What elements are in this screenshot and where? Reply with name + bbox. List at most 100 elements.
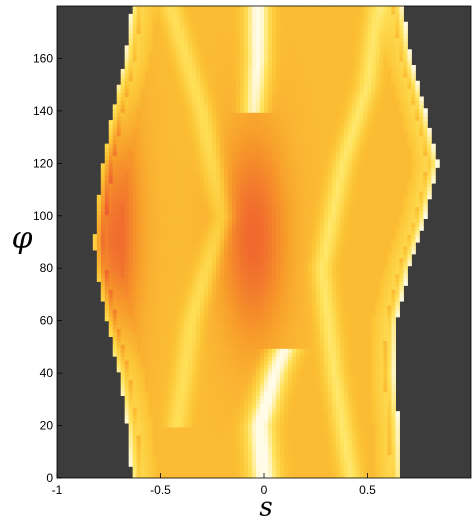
heatmap-cell <box>208 249 213 255</box>
heatmap-cell <box>196 336 201 341</box>
heatmap-cell <box>144 304 150 310</box>
heatmap-cell <box>200 269 205 275</box>
heatmap-cell <box>291 363 297 369</box>
heatmap-cell <box>232 238 237 243</box>
heatmap-cell <box>140 238 146 243</box>
heatmap-cell <box>279 245 285 251</box>
heatmap-cell <box>104 265 110 271</box>
heatmap-cell <box>279 238 285 243</box>
heatmap-cell <box>192 304 197 310</box>
heatmap-cell <box>148 214 154 219</box>
heatmap-cell <box>240 442 245 448</box>
heatmap-cell <box>152 426 158 432</box>
heatmap-cell <box>363 348 369 353</box>
heatmap-cell <box>387 348 392 353</box>
heatmap-cell <box>228 399 233 404</box>
heatmap-cell <box>160 253 166 259</box>
heatmap-cell <box>256 332 261 337</box>
heatmap-cell <box>200 301 205 306</box>
heatmap-cell <box>216 214 221 219</box>
heatmap-cell <box>387 312 392 318</box>
heatmap-cell <box>283 320 289 326</box>
heatmap-cell <box>100 269 106 275</box>
heatmap-cell <box>363 308 369 314</box>
heatmap-cell <box>128 438 134 444</box>
heatmap-cell <box>184 234 189 239</box>
heatmap-cell <box>347 426 353 432</box>
heatmap-cell <box>287 336 293 341</box>
heatmap-cell <box>303 415 309 420</box>
heatmap-cell <box>279 320 285 326</box>
heatmap-cell <box>224 277 229 282</box>
heatmap-cell <box>116 242 122 247</box>
heatmap-cell <box>327 281 333 286</box>
heatmap-cell <box>120 324 126 330</box>
heatmap-cell <box>160 297 166 302</box>
heatmap-cell <box>136 422 142 428</box>
heatmap-cell <box>236 265 241 271</box>
heatmap-cell <box>116 312 122 318</box>
heatmap-cell <box>136 340 142 345</box>
heatmap-cell <box>256 230 261 235</box>
heatmap-cell <box>327 261 333 267</box>
heatmap-cell <box>220 328 225 334</box>
heatmap-cell <box>240 363 245 369</box>
heatmap-cell <box>204 399 209 404</box>
heatmap-cell <box>275 222 281 227</box>
heatmap-cell <box>295 242 301 247</box>
heatmap-cell <box>144 265 150 271</box>
heatmap-cell <box>136 253 142 259</box>
heatmap-cell <box>379 446 385 452</box>
heatmap-cell <box>311 285 317 290</box>
heatmap-cell <box>128 395 134 400</box>
heatmap-cell <box>387 234 392 239</box>
heatmap-cell <box>220 466 225 471</box>
heatmap-cell <box>128 367 134 373</box>
heatmap-cell <box>291 312 297 318</box>
heatmap-cell <box>152 277 158 282</box>
heatmap-cell <box>232 446 237 452</box>
heatmap-cell <box>415 210 420 216</box>
heatmap-cell <box>176 363 181 369</box>
heatmap-cell <box>335 304 341 310</box>
heatmap-cell <box>200 363 205 369</box>
heatmap-cell <box>132 234 138 239</box>
heatmap-cell <box>256 430 261 436</box>
heatmap-cell <box>188 356 193 361</box>
heatmap-cell <box>172 289 178 294</box>
heatmap-cell <box>160 430 166 436</box>
heatmap-cell <box>363 218 369 223</box>
heatmap-cell <box>343 466 349 471</box>
heatmap-cell <box>331 316 337 322</box>
heatmap-cell <box>335 419 341 424</box>
heatmap-cell <box>100 261 106 267</box>
heatmap-cell <box>303 438 309 444</box>
heatmap-cell <box>168 403 174 408</box>
heatmap-cell <box>172 371 178 377</box>
heatmap-cell <box>192 379 197 385</box>
heatmap-cell <box>208 415 213 420</box>
heatmap-cell <box>319 438 325 444</box>
heatmap-cell <box>200 379 205 385</box>
heatmap-cell <box>228 281 233 286</box>
heatmap-cell <box>323 383 329 389</box>
heatmap-cell <box>220 316 225 322</box>
heatmap-cell <box>248 230 253 235</box>
heatmap-cell <box>160 340 166 345</box>
heatmap-cell <box>283 399 289 404</box>
heatmap-cell <box>359 226 365 231</box>
heatmap-cell <box>347 391 353 396</box>
heatmap-cell <box>132 293 138 298</box>
heatmap-cell <box>371 415 377 420</box>
heatmap-cell <box>383 395 388 400</box>
heatmap-cell <box>128 293 134 298</box>
heatmap-cell <box>172 253 178 259</box>
heatmap-cell <box>220 344 225 349</box>
heatmap-cell <box>335 218 341 223</box>
heatmap-cell <box>291 419 297 424</box>
heatmap-cell <box>188 230 193 235</box>
heatmap-cell <box>299 363 305 369</box>
heatmap-cell <box>152 226 158 231</box>
heatmap-cell <box>116 273 122 278</box>
heatmap-cell <box>180 281 185 286</box>
